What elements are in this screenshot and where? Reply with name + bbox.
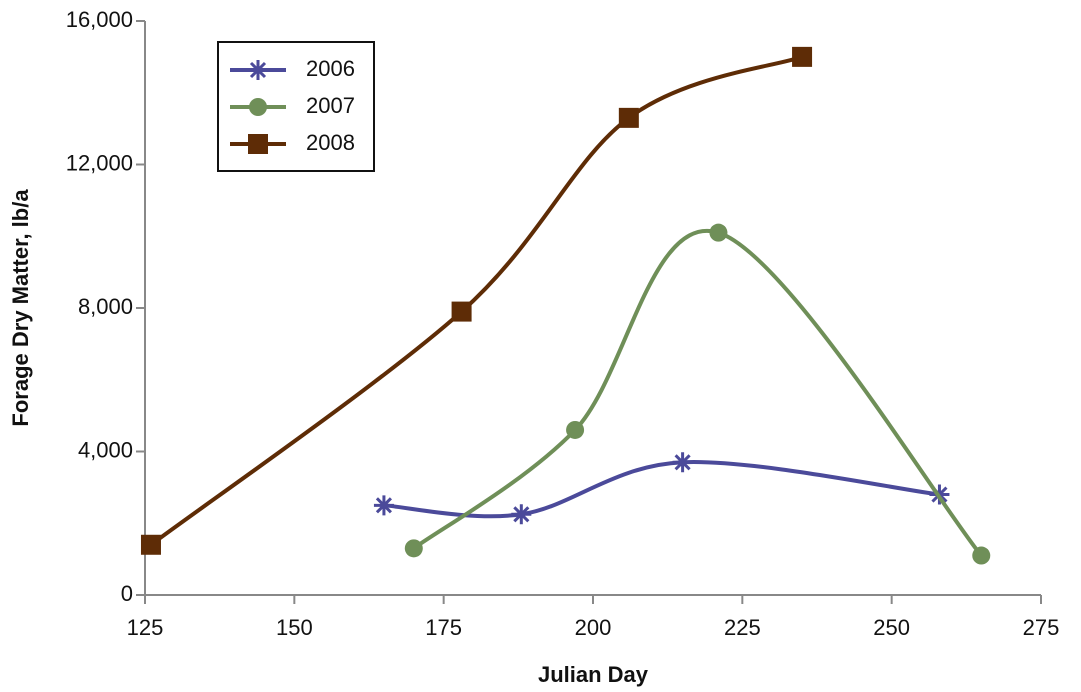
marker: [248, 60, 268, 80]
x-tick-label: 225: [724, 615, 761, 640]
marker: [972, 546, 991, 565]
legend-label: 2006: [306, 56, 355, 81]
x-tick-label: 125: [127, 615, 164, 640]
y-tick-label: 4,000: [78, 437, 133, 462]
marker: [140, 534, 161, 555]
legend-label: 2007: [306, 93, 355, 118]
y-tick-label: 0: [121, 581, 133, 606]
marker: [709, 223, 728, 242]
series-line: [412, 228, 983, 557]
marker: [792, 46, 813, 67]
marker: [566, 420, 585, 439]
y-tick-label: 12,000: [66, 150, 133, 175]
marker: [618, 107, 639, 128]
x-tick-label: 275: [1023, 615, 1060, 640]
x-tick-label: 200: [575, 615, 612, 640]
y-tick-label: 16,000: [66, 7, 133, 32]
x-tick-label: 250: [873, 615, 910, 640]
marker: [248, 134, 268, 154]
series-line: [383, 460, 940, 519]
marker: [373, 495, 394, 516]
x-tick-label: 175: [425, 615, 462, 640]
series-line: [149, 54, 803, 547]
legend-label: 2008: [306, 130, 355, 155]
x-tick-label: 150: [276, 615, 313, 640]
marker: [404, 539, 423, 558]
marker: [451, 301, 472, 322]
marker: [511, 504, 532, 525]
legend: 2006 2007 2008: [217, 41, 375, 172]
marker: [672, 452, 693, 473]
marker: [249, 98, 267, 116]
y-axis-title: Forage Dry Matter, lb/a: [8, 189, 33, 427]
x-axis-title: Julian Day: [538, 662, 649, 687]
y-tick-label: 8,000: [78, 294, 133, 319]
